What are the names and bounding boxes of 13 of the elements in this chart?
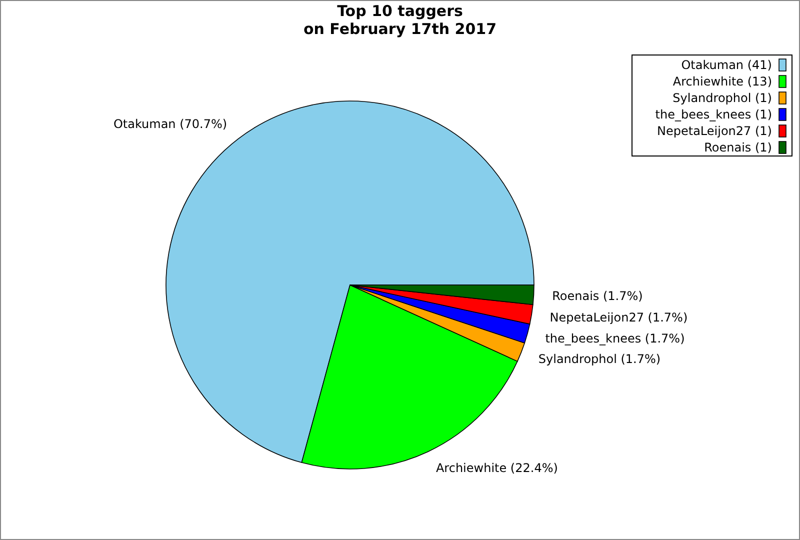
legend-label: NepetaLeijon27 (1)	[657, 124, 772, 138]
legend-label: the_bees_knees (1)	[655, 108, 772, 122]
legend-label: Otakuman (41)	[681, 58, 772, 72]
data-label: Roenais (1.7%)	[552, 288, 643, 303]
data-label: Otakuman (70.7%)	[113, 117, 228, 132]
data-label: Archiewhite (22.4%)	[436, 461, 558, 476]
data-label: Sylandrophol (1.7%)	[538, 352, 661, 366]
data-label: the_bees_knees (1.7%)	[545, 331, 685, 346]
legend-label: Sylandrophol (1)	[672, 91, 772, 105]
chart-title: Top 10 taggers on February 17th 2017	[303, 2, 497, 38]
data-label: NepetaLeijon27 (1.7%)	[550, 310, 688, 324]
legend-label: Archiewhite (13)	[672, 74, 772, 88]
legend-label: Roenais (1)	[704, 140, 772, 154]
